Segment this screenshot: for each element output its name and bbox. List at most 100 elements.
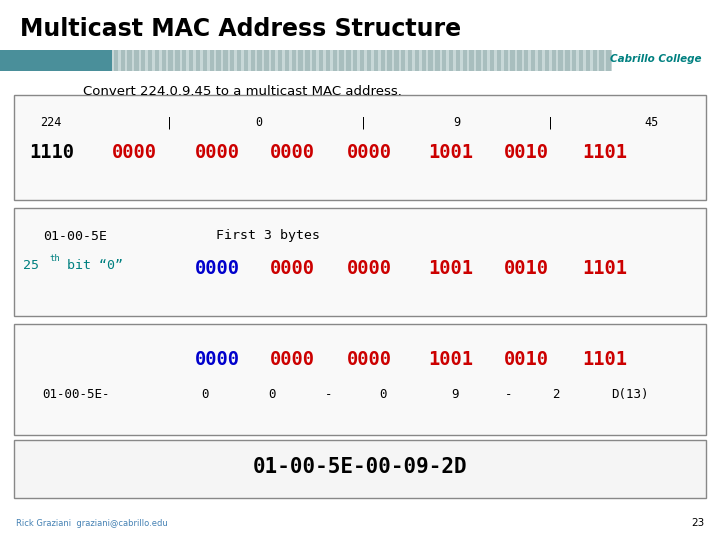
Bar (606, 50, 611, 71)
Bar (599, 50, 603, 71)
Bar (14, 324, 706, 435)
Text: 1001: 1001 (428, 350, 474, 369)
Text: First 3 bytes: First 3 bytes (216, 230, 320, 242)
Bar (421, 50, 426, 71)
Bar (14, 208, 706, 316)
Bar (14, 440, 706, 498)
Bar (217, 50, 221, 71)
Text: 1001: 1001 (428, 143, 474, 162)
Bar (264, 50, 269, 71)
Bar (579, 50, 583, 71)
Bar (176, 50, 180, 71)
Bar (381, 50, 385, 71)
Text: Cabrillo College: Cabrillo College (611, 55, 702, 64)
Bar (112, 50, 612, 71)
Text: 0: 0 (202, 388, 209, 401)
Text: 1101: 1101 (582, 350, 626, 369)
Text: 23: 23 (691, 518, 704, 528)
Bar (462, 50, 467, 71)
Bar (340, 50, 344, 71)
Bar (354, 50, 358, 71)
Bar (135, 50, 139, 71)
Text: bit “0”: bit “0” (59, 259, 123, 272)
Bar (503, 50, 508, 71)
Bar (585, 50, 590, 71)
Bar (14, 94, 706, 200)
Bar (271, 50, 276, 71)
Bar (182, 50, 186, 71)
Bar (251, 50, 255, 71)
Text: Multicast MAC Address Structure: Multicast MAC Address Structure (20, 17, 462, 41)
Text: 0000: 0000 (112, 143, 157, 162)
Text: 1110: 1110 (29, 143, 73, 162)
Text: 1001: 1001 (428, 259, 474, 278)
Text: 45: 45 (644, 116, 659, 129)
Bar (162, 50, 166, 71)
Text: 2: 2 (552, 388, 559, 401)
Text: 0: 0 (379, 388, 387, 401)
Bar (346, 50, 351, 71)
Text: Convert 224.0.9.45 to a multicast MAC address.: Convert 224.0.9.45 to a multicast MAC ad… (83, 85, 402, 98)
Bar (155, 50, 159, 71)
Bar (312, 50, 317, 71)
Bar (210, 50, 214, 71)
Text: 01-00-5E-00-09-2D: 01-00-5E-00-09-2D (253, 456, 467, 477)
Bar (203, 50, 207, 71)
Bar (189, 50, 194, 71)
Text: 01-00-5E: 01-00-5E (43, 230, 107, 242)
Bar (285, 50, 289, 71)
Bar (565, 50, 570, 71)
Bar (121, 50, 125, 71)
Bar (230, 50, 235, 71)
Text: 25: 25 (23, 259, 39, 272)
Bar (593, 50, 597, 71)
Bar (0, 50, 112, 71)
Bar (497, 50, 501, 71)
Text: 0000: 0000 (347, 259, 392, 278)
Text: |: | (360, 116, 367, 129)
Bar (278, 50, 282, 71)
Text: 1101: 1101 (582, 259, 626, 278)
Text: 0010: 0010 (504, 143, 549, 162)
Bar (387, 50, 392, 71)
Bar (127, 50, 132, 71)
Text: 0000: 0000 (347, 143, 392, 162)
Bar (258, 50, 262, 71)
Bar (408, 50, 412, 71)
Bar (401, 50, 405, 71)
Text: 01-00-5E-: 01-00-5E- (42, 388, 109, 401)
Bar (558, 50, 562, 71)
Text: 0000: 0000 (270, 350, 315, 369)
Bar (572, 50, 576, 71)
Bar (483, 50, 487, 71)
Text: -: - (505, 388, 512, 401)
Bar (544, 50, 549, 71)
Bar (449, 50, 453, 71)
Text: 0000: 0000 (194, 143, 239, 162)
Text: 224: 224 (40, 116, 61, 129)
Text: 9: 9 (451, 388, 459, 401)
Text: |: | (166, 116, 173, 129)
Bar (395, 50, 399, 71)
Bar (538, 50, 542, 71)
Text: 0: 0 (269, 388, 276, 401)
Bar (374, 50, 378, 71)
Text: 0000: 0000 (347, 350, 392, 369)
Text: 0010: 0010 (504, 259, 549, 278)
Bar (292, 50, 296, 71)
Text: 1101: 1101 (582, 143, 626, 162)
Text: 0000: 0000 (194, 259, 239, 278)
Text: -: - (325, 388, 332, 401)
Text: |: | (547, 116, 554, 129)
Bar (517, 50, 521, 71)
Bar (552, 50, 556, 71)
Bar (326, 50, 330, 71)
Bar (141, 50, 145, 71)
Bar (168, 50, 173, 71)
Text: th: th (49, 254, 60, 263)
Text: D(13): D(13) (611, 388, 649, 401)
Bar (490, 50, 494, 71)
Bar (415, 50, 419, 71)
Bar (476, 50, 480, 71)
Bar (148, 50, 153, 71)
